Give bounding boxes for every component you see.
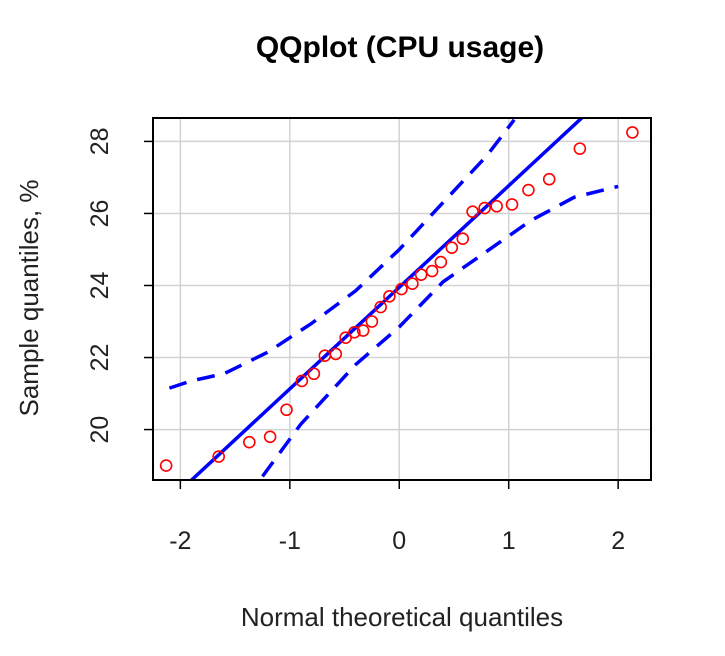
grid-lines [153,118,651,480]
plot-frame [152,117,652,481]
lower-confidence-band [261,184,619,478]
data-point [478,201,491,215]
data-point [456,232,470,245]
data-point [406,277,419,290]
data-point [573,142,587,155]
data-point [159,459,173,472]
data-point [329,347,343,361]
x-axis-label: Normal theoretical quantiles [241,602,563,632]
data-point [505,198,519,211]
y-tick-label: 28 [86,127,114,155]
data-point [374,300,387,314]
data-point [542,172,556,186]
data-point [522,183,535,197]
x-tick-label: 1 [502,527,516,555]
data-point [626,126,639,139]
y-tick-label: 24 [86,272,114,300]
data-point [383,289,396,303]
y-tick-label: 26 [86,200,114,228]
confidence-bands [168,118,619,478]
data-point [356,324,370,337]
x-tick-label: -1 [279,527,301,555]
x-tick-label: 0 [392,527,406,555]
upper-confidence-band [168,118,516,390]
data-point [490,199,503,213]
data-point [425,264,439,278]
y-tick-label: 20 [86,416,114,444]
data-point [445,241,459,254]
x-tick-label: 2 [611,527,625,555]
y-axis: 20 22 24 26 28 [86,127,153,444]
data-point [295,374,309,388]
data-point [263,430,277,444]
y-tick-label: 22 [86,344,114,372]
data-point [307,367,321,381]
reference-line-group [189,118,585,480]
reference-line [189,118,585,480]
y-axis-label: Sample quantiles, % [14,179,44,416]
data-point [395,282,408,296]
data-point [243,435,256,449]
data-point [339,331,352,345]
data-point [434,255,448,269]
data-point [466,205,479,218]
data-point [280,403,293,417]
data-points [159,126,639,472]
data-point [365,315,379,328]
data-point [212,450,225,463]
data-point [348,326,361,339]
chart-title: QQplot (CPU usage) [256,31,544,64]
x-tick-label: -2 [169,527,191,555]
x-axis: -2 -1 0 1 2 [169,480,625,555]
data-point [414,268,428,281]
